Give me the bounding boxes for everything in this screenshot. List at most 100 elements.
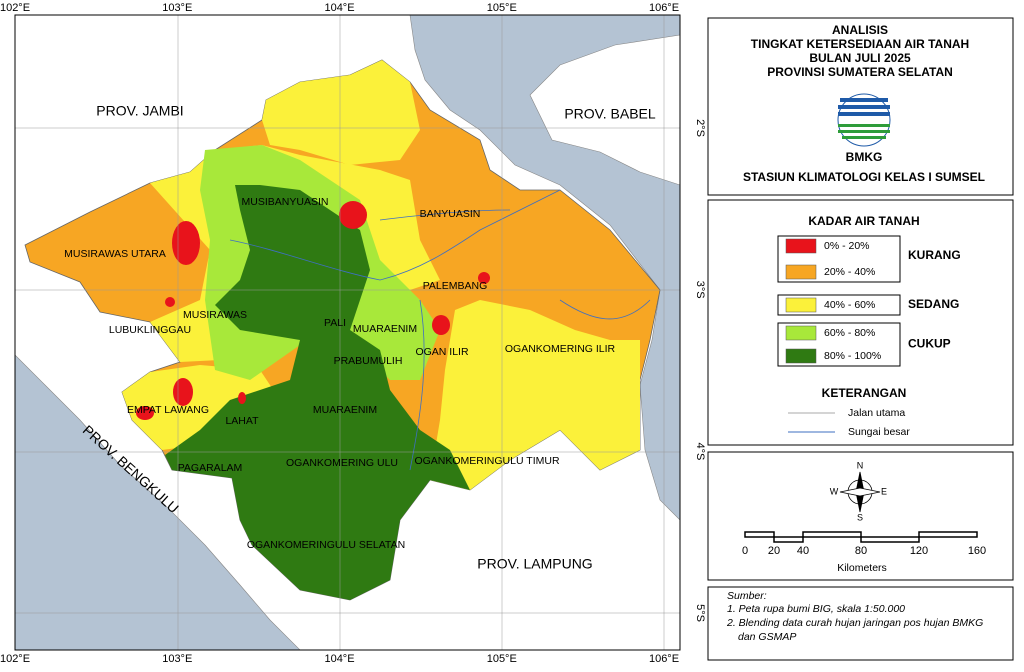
district-label: OGANKOMERINGULU SELATAN bbox=[247, 539, 405, 551]
scale-box bbox=[707, 451, 1014, 581]
district-label: OGAN ILIR bbox=[415, 346, 469, 358]
note-label: Jalan utama bbox=[848, 407, 905, 419]
district-label: PALI bbox=[324, 317, 346, 329]
lat-label: 2°S bbox=[694, 119, 706, 137]
district-label: OGANKOMERING ILIR bbox=[505, 343, 616, 355]
lon-label: 104°E bbox=[324, 653, 354, 665]
scale-tick-label: 160 bbox=[968, 545, 986, 557]
title-box bbox=[707, 17, 1014, 196]
scale-segment bbox=[744, 531, 775, 538]
zone-0-20 bbox=[238, 392, 246, 404]
title-line: BULAN JULI 2025 bbox=[809, 51, 911, 65]
legend-label: 60% - 80% bbox=[824, 327, 875, 339]
scale-segment bbox=[802, 531, 862, 538]
legend-label: 80% - 100% bbox=[824, 350, 881, 362]
legend-label: 0% - 20% bbox=[824, 240, 870, 252]
lon-label: 102°E bbox=[0, 653, 30, 665]
source-line: 2. Blending data curah hujan jaringan po… bbox=[726, 617, 983, 629]
district-label: MUSIRAWAS UTARA bbox=[64, 248, 166, 260]
lon-label: 105°E bbox=[487, 2, 517, 14]
lon-label: 106°E bbox=[649, 653, 679, 665]
source-line: 1. Peta rupa bumi BIG, skala 1:50.000 bbox=[727, 603, 905, 615]
compass bbox=[839, 471, 881, 513]
zone-0-20 bbox=[136, 406, 154, 420]
zone-40-60 bbox=[430, 300, 640, 490]
province-label: PROV. LAMPUNG bbox=[477, 556, 592, 572]
legend-group bbox=[777, 294, 901, 316]
district-label: OGANKOMERINGULU TIMUR bbox=[414, 455, 559, 467]
zone-0-20 bbox=[339, 201, 367, 229]
lat-label: 4°S bbox=[694, 442, 706, 460]
bmkg-logo bbox=[837, 93, 891, 147]
legend-title: KADAR AIR TANAH bbox=[808, 214, 919, 228]
legend-group bbox=[777, 235, 901, 283]
lat-label: 3°S bbox=[694, 281, 706, 299]
district-label: OGANKOMERING ULU bbox=[286, 457, 398, 469]
legend-swatch bbox=[785, 238, 817, 254]
graticule bbox=[15, 15, 680, 650]
legend-category: SEDANG bbox=[908, 297, 959, 311]
source-line: dan GSMAP bbox=[738, 631, 796, 643]
district-label: PRABUMULIH bbox=[334, 355, 403, 367]
scale-segment bbox=[918, 531, 978, 538]
district-label: MUARAENIM bbox=[353, 323, 417, 335]
legend-label: 40% - 60% bbox=[824, 299, 875, 311]
scale-tick-label: 120 bbox=[910, 545, 928, 557]
lat-label: 5°S bbox=[694, 604, 706, 622]
district-label: LAHAT bbox=[225, 415, 259, 427]
station-name: STASIUN KLIMATOLOGI KELAS I SUMSEL bbox=[743, 170, 985, 184]
river bbox=[229, 189, 651, 471]
district-label: LUBUKLINGGAU bbox=[109, 324, 191, 336]
district-label: MUSIBANYUASIN bbox=[242, 196, 329, 208]
compass-label: S bbox=[857, 512, 863, 522]
legend-box bbox=[707, 199, 1014, 446]
district-label: EMPAT LAWANG bbox=[127, 404, 209, 416]
district-label: PAGARALAM bbox=[178, 462, 243, 474]
district-label: MUSIRAWAS bbox=[183, 309, 247, 321]
scale-tick-label: 80 bbox=[855, 545, 867, 557]
district-label: MUARAENIM bbox=[313, 404, 377, 416]
scale-segment bbox=[773, 536, 804, 543]
lon-label: 102°E bbox=[0, 2, 30, 14]
source-title: Sumber: bbox=[727, 590, 767, 602]
title-line: TINGKAT KETERSEDIAAN AIR TANAH bbox=[751, 37, 969, 51]
side-panel bbox=[707, 17, 1014, 661]
scale-segment bbox=[860, 536, 920, 543]
title-line: ANALISIS bbox=[832, 23, 888, 37]
legend-category: KURANG bbox=[908, 248, 961, 262]
lon-label: 104°E bbox=[324, 2, 354, 14]
legend-swatch bbox=[785, 348, 817, 364]
zone-80-100 bbox=[165, 185, 470, 600]
zone-0-20 bbox=[172, 221, 200, 265]
graticule-labels: 102°E 102°E 103°E 103°E 104°E 104°E 105°E 105°E… bbox=[0, 2, 706, 665]
note-label: Sungai besar bbox=[848, 426, 910, 438]
province-label: PROV. BABEL bbox=[564, 106, 656, 122]
compass-label: N bbox=[857, 460, 864, 470]
legend-swatch bbox=[785, 325, 817, 341]
lon-label: 103°E bbox=[162, 2, 192, 14]
map-frame bbox=[14, 14, 681, 651]
legend: KURANG SEDANG CUKUP 0% - 20% 20% - 40% 40% - … bbox=[777, 235, 961, 367]
province-label: PROV. JAMBI bbox=[96, 103, 183, 119]
source-box bbox=[707, 586, 1014, 661]
scale-tick-label: 40 bbox=[797, 545, 809, 557]
legend-swatch bbox=[785, 264, 817, 280]
notes-title: KETERANGAN bbox=[822, 386, 907, 400]
title-line: PROVINSI SUMATERA SELATAN bbox=[767, 65, 953, 79]
district-label: BANYUASIN bbox=[420, 208, 481, 220]
zone-0-20 bbox=[478, 272, 490, 284]
legend-label: 20% - 40% bbox=[824, 266, 875, 278]
zone-0-20 bbox=[432, 315, 450, 335]
compass-label: E bbox=[881, 486, 887, 496]
legend-swatch bbox=[785, 297, 817, 313]
lon-label: 105°E bbox=[487, 653, 517, 665]
zone-0-20 bbox=[165, 297, 175, 307]
lon-label: 106°E bbox=[649, 2, 679, 14]
scale-bar: 0 20 40 80 120 160 bbox=[742, 531, 986, 557]
scale-tick-label: 20 bbox=[768, 545, 780, 557]
legend-group bbox=[777, 322, 901, 367]
lon-label: 103°E bbox=[162, 653, 192, 665]
legend-category: CUKUP bbox=[908, 337, 951, 351]
agency-name: BMKG bbox=[846, 150, 883, 164]
